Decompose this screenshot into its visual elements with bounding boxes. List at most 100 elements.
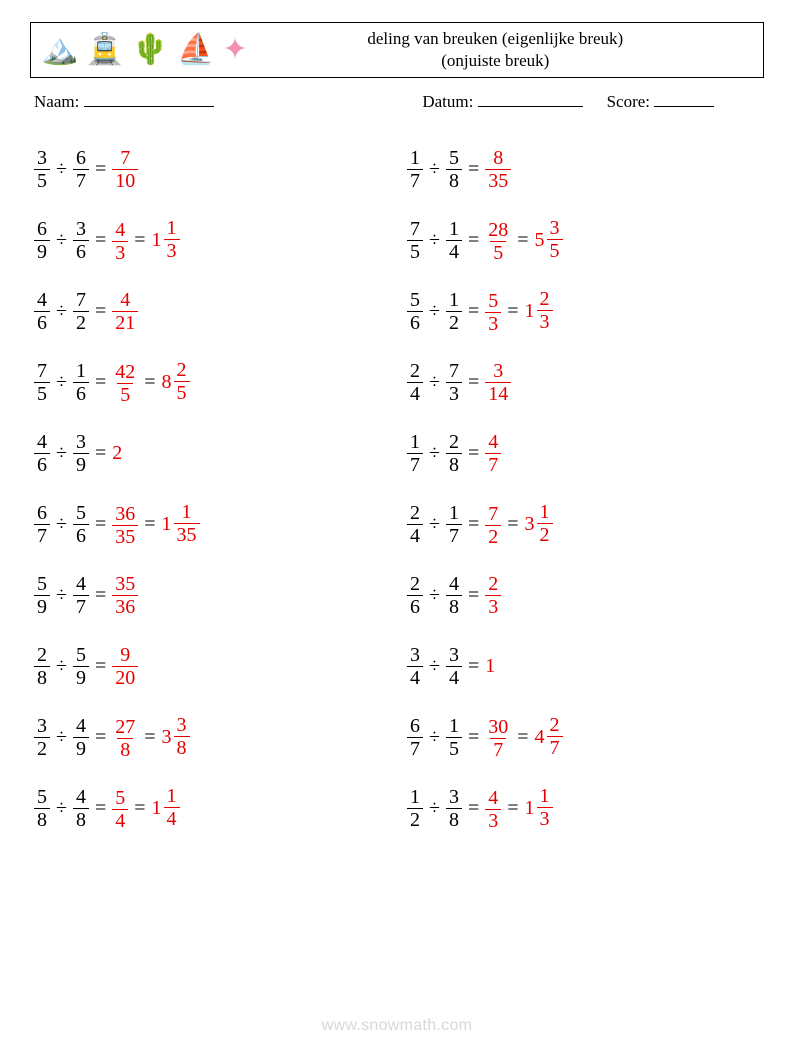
divide-op: ÷ — [423, 229, 446, 252]
fraction: 835 — [485, 148, 511, 191]
fraction: 27 — [547, 715, 563, 758]
mixed-number: 113 — [152, 218, 180, 261]
fraction: 12 — [537, 502, 553, 545]
fraction: 46 — [34, 432, 50, 475]
problem-column-left: 35÷67=71069÷36=43=11346÷72=42175÷16=425=… — [34, 134, 387, 844]
tram-icon: 🚊 — [86, 35, 123, 65]
answer: 3536 — [112, 574, 138, 617]
equals: = — [501, 513, 524, 535]
problems-grid: 35÷67=71069÷36=43=11346÷72=42175÷16=425=… — [30, 134, 764, 844]
equals: = — [462, 229, 485, 252]
answer: 23 — [485, 574, 501, 617]
problem-row: 75÷16=425=825 — [34, 347, 387, 418]
fraction: 278 — [112, 717, 138, 760]
divide-op: ÷ — [50, 442, 73, 465]
fraction: 23 — [537, 289, 553, 332]
name-label: Naam: — [34, 92, 79, 111]
answer: 47 — [485, 432, 501, 475]
equals: = — [89, 513, 112, 536]
mixed-number: 338 — [162, 715, 190, 758]
fraction: 47 — [485, 432, 501, 475]
fraction: 75 — [407, 219, 423, 262]
problem-row: 56÷12=53=123 — [407, 276, 760, 347]
fraction: 28 — [446, 432, 462, 475]
fraction: 48 — [446, 574, 462, 617]
date-field: Datum: — [422, 92, 582, 112]
problem-column-right: 17÷58=83575÷14=285=53556÷12=53=12324÷73=… — [407, 134, 760, 844]
fraction: 34 — [407, 645, 423, 688]
equals: = — [89, 442, 112, 465]
problem-row: 46÷39=2 — [34, 418, 387, 489]
equals: = — [89, 229, 112, 252]
fraction: 24 — [407, 361, 423, 404]
divide-op: ÷ — [423, 584, 446, 607]
equals: = — [501, 797, 524, 819]
title-line-2: (onjuiste breuk) — [248, 50, 743, 72]
fraction: 56 — [407, 290, 423, 333]
score-field: Score: — [607, 92, 715, 112]
answer: 278=338 — [112, 715, 189, 759]
fraction: 35 — [34, 148, 50, 191]
equals: = — [462, 158, 485, 181]
answer: 314 — [485, 361, 511, 404]
fraction: 69 — [34, 219, 50, 262]
problem-row: 12÷38=43=113 — [407, 773, 760, 844]
answer-int: 2 — [112, 442, 122, 464]
fraction: 15 — [446, 716, 462, 759]
problem-row: 34÷34=1 — [407, 631, 760, 702]
problem-row: 17÷58=835 — [407, 134, 760, 205]
equals: = — [462, 442, 485, 465]
fraction: 46 — [34, 290, 50, 333]
fraction: 28 — [34, 645, 50, 688]
date-label: Datum: — [422, 92, 473, 111]
fraction: 3536 — [112, 574, 138, 617]
problem-row: 28÷59=920 — [34, 631, 387, 702]
equals: = — [462, 726, 485, 749]
fraction: 26 — [407, 574, 423, 617]
divide-op: ÷ — [50, 655, 73, 678]
mixed-number: 113 — [525, 786, 553, 829]
divide-op: ÷ — [50, 158, 73, 181]
answer: 425=825 — [112, 360, 189, 404]
fraction: 43 — [485, 788, 501, 831]
equals: = — [89, 300, 112, 323]
equals: = — [89, 797, 112, 820]
fraction: 3635 — [112, 504, 138, 547]
date-blank[interactable] — [478, 92, 583, 107]
fraction: 59 — [34, 574, 50, 617]
answer: 2 — [112, 442, 122, 465]
problem-row: 24÷17=72=312 — [407, 489, 760, 560]
equals: = — [89, 584, 112, 607]
header-box: 🏔️ 🚊 🌵 ⛵ ✦ deling van breuken (eigenlijk… — [30, 22, 764, 78]
answer: 835 — [485, 148, 511, 191]
fraction: 73 — [446, 361, 462, 404]
divide-op: ÷ — [50, 584, 73, 607]
divide-op: ÷ — [423, 371, 446, 394]
answer: 1 — [485, 655, 495, 678]
problem-row: 35÷67=710 — [34, 134, 387, 205]
divide-op: ÷ — [50, 726, 73, 749]
fraction: 135 — [174, 502, 200, 545]
answer: 72=312 — [485, 502, 552, 546]
divide-op: ÷ — [50, 300, 73, 323]
mixed-number: 427 — [535, 715, 563, 758]
name-blank[interactable] — [84, 92, 214, 107]
answer: 54=114 — [112, 786, 179, 830]
fraction: 32 — [34, 716, 50, 759]
equals: = — [462, 797, 485, 820]
fraction: 72 — [485, 504, 501, 547]
divide-op: ÷ — [423, 655, 446, 678]
answer: 307=427 — [485, 715, 562, 759]
fraction: 25 — [174, 360, 190, 403]
score-blank[interactable] — [654, 92, 714, 107]
watermark: www.snowmath.com — [0, 1017, 794, 1035]
fraction: 67 — [407, 716, 423, 759]
fraction: 48 — [73, 787, 89, 830]
sailboat-icon: ⛵ — [177, 35, 214, 65]
answer: 285=535 — [485, 218, 562, 262]
problem-row: 67÷56=3635=1135 — [34, 489, 387, 560]
mountain-icon: 🏔️ — [41, 35, 78, 65]
problem-row: 59÷47=3536 — [34, 560, 387, 631]
star-icon: ✦ — [222, 35, 247, 65]
fraction: 710 — [112, 148, 138, 191]
